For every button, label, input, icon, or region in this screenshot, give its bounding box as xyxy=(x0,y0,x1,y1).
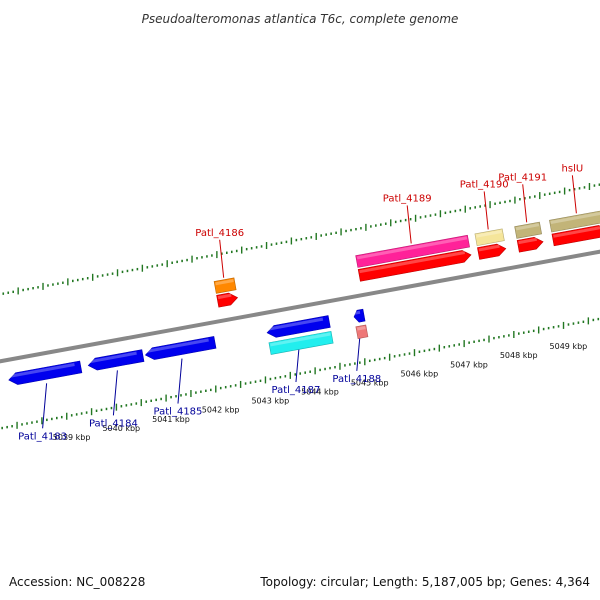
gene-shape xyxy=(355,234,470,268)
gene-shape xyxy=(87,349,145,371)
gene-label-leader xyxy=(112,370,118,416)
gene-feature[interactable] xyxy=(357,249,472,282)
gene-feature[interactable] xyxy=(268,330,334,355)
gene-feature[interactable] xyxy=(516,236,544,253)
kbp-label: 5044 kbp xyxy=(301,388,339,397)
genome-summary-text: Topology: circular; Length: 5,187,005 bp… xyxy=(259,575,590,589)
map-layer: 5039 kbp 5040 kbp 5041 kbp 5042 kbp 5043 kbp… xyxy=(0,163,600,442)
accession-text: Accession: NC_008228 xyxy=(9,575,145,589)
gene-shape xyxy=(474,228,505,247)
gene-feature[interactable] xyxy=(355,324,369,339)
gene-highlight xyxy=(88,351,137,364)
gene-highlight xyxy=(357,326,366,331)
genome-backbone xyxy=(0,249,600,364)
gene-label-leader xyxy=(522,184,528,223)
gene-highlight xyxy=(215,279,234,286)
map-title: Pseudoalteromonas atlantica T6c, complet… xyxy=(142,12,459,26)
gene-label-leader xyxy=(406,205,412,244)
gene-feature[interactable] xyxy=(266,315,331,339)
gene-highlight xyxy=(267,317,324,331)
kbp-label: 5047 kbp xyxy=(450,360,488,369)
gene-label[interactable]: Patl_4186 xyxy=(195,228,244,239)
kbp-label: 5048 kbp xyxy=(500,351,538,360)
gene-highlight xyxy=(550,211,600,224)
gene-shape xyxy=(514,221,542,239)
gene-label[interactable]: Patl_4190 xyxy=(460,179,509,190)
gene-label-leader xyxy=(483,191,489,230)
gene-shape xyxy=(216,292,239,308)
gene-feature[interactable] xyxy=(549,209,600,233)
gene-shape xyxy=(357,250,472,282)
gene-highlight xyxy=(476,230,502,238)
gene-highlight xyxy=(354,310,361,315)
gene-highlight xyxy=(145,338,209,353)
gene-feature[interactable] xyxy=(213,277,237,294)
kbp-label: 5041 kbp xyxy=(152,415,190,424)
gene-highlight xyxy=(515,223,540,231)
kbp-label: 5045 kbp xyxy=(351,378,389,387)
gene-shape xyxy=(549,209,600,233)
gene-shape xyxy=(516,236,544,253)
kbp-label: 5039 kbp xyxy=(53,433,91,442)
gene-feature[interactable] xyxy=(474,228,505,247)
gene-shape xyxy=(477,243,507,260)
top-tick-track xyxy=(2,182,600,295)
gene-label[interactable]: Patl_4184 xyxy=(89,418,138,429)
bottom-tick-track xyxy=(1,317,600,430)
gene-highlight xyxy=(478,244,500,252)
gene-highlight xyxy=(8,363,75,378)
gene-shape xyxy=(8,360,83,385)
gene-label[interactable]: Patl_4188 xyxy=(332,374,381,385)
gene-label[interactable]: Patl_4191 xyxy=(498,172,547,183)
gene-highlight xyxy=(270,332,331,347)
kbp-label: 5042 kbp xyxy=(202,406,240,415)
gene-feature[interactable] xyxy=(87,349,145,372)
gene-feature[interactable] xyxy=(477,243,507,260)
gene-highlight xyxy=(518,237,538,245)
gene-shape xyxy=(551,225,600,247)
gene-label-leader xyxy=(571,175,577,214)
gene-feature[interactable] xyxy=(216,292,239,308)
gene-label[interactable]: Patl_4183 xyxy=(18,431,67,442)
gene-shape xyxy=(268,330,334,355)
kbp-label: 5049 kbp xyxy=(550,342,588,351)
gene-shape xyxy=(144,336,217,360)
gene-highlight xyxy=(359,251,465,274)
gene-shape xyxy=(266,315,331,338)
gene-feature[interactable] xyxy=(551,224,600,247)
gene-label[interactable]: hslU xyxy=(562,163,584,174)
gene-feature[interactable] xyxy=(8,360,83,386)
kbp-label: 5040 kbp xyxy=(102,424,140,433)
gene-highlight xyxy=(217,293,232,300)
gene-label[interactable]: Patl_4187 xyxy=(272,385,321,396)
gene-shape xyxy=(355,324,369,339)
gene-highlight xyxy=(356,236,468,260)
gene-label-leader xyxy=(177,358,183,404)
gene-feature[interactable] xyxy=(514,221,542,239)
gene-label-leader xyxy=(219,239,225,278)
gene-feature[interactable] xyxy=(353,308,366,323)
gene-feature[interactable] xyxy=(355,234,470,268)
gene-highlight xyxy=(553,226,600,238)
gene-shape xyxy=(213,277,237,294)
gene-label[interactable]: Patl_4185 xyxy=(154,407,203,418)
kbp-label: 5046 kbp xyxy=(401,369,439,378)
gene-feature[interactable] xyxy=(144,336,217,361)
gene-shape xyxy=(353,308,366,323)
gene-label[interactable]: Patl_4189 xyxy=(383,193,432,204)
kbp-label: 5043 kbp xyxy=(251,397,289,406)
gene-label-leader xyxy=(42,383,48,429)
